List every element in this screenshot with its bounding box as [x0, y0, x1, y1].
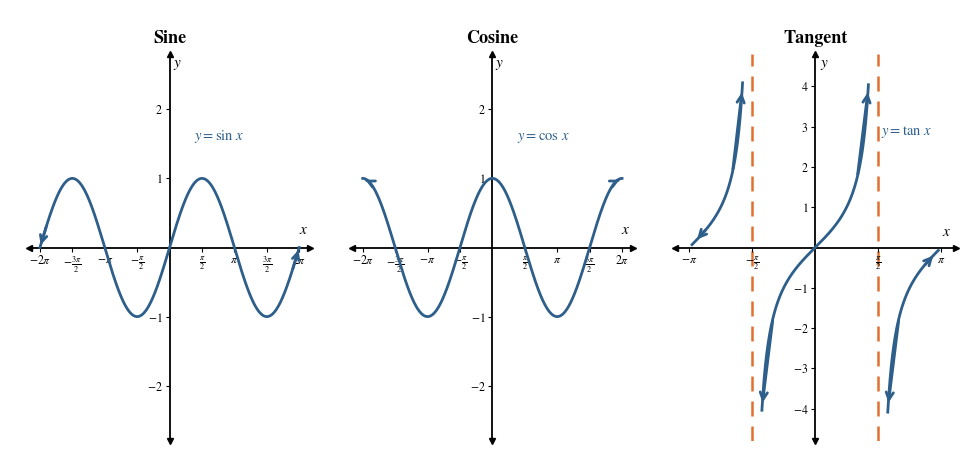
Text: $x$: $x$ — [621, 223, 631, 237]
Title: Tangent: Tangent — [783, 30, 847, 47]
Text: $x$: $x$ — [298, 223, 308, 237]
Title: Sine: Sine — [153, 30, 186, 47]
Text: $y = \sin\,x$: $y = \sin\,x$ — [194, 128, 245, 145]
Text: $y$: $y$ — [173, 58, 181, 72]
Text: $y$: $y$ — [820, 58, 829, 72]
Text: $y$: $y$ — [495, 58, 504, 72]
Text: $y = \cos\,x$: $y = \cos\,x$ — [517, 131, 569, 145]
Text: $x$: $x$ — [942, 225, 952, 239]
Text: $y = \tan\,x$: $y = \tan\,x$ — [881, 124, 932, 140]
Title: Cosine: Cosine — [466, 30, 519, 47]
